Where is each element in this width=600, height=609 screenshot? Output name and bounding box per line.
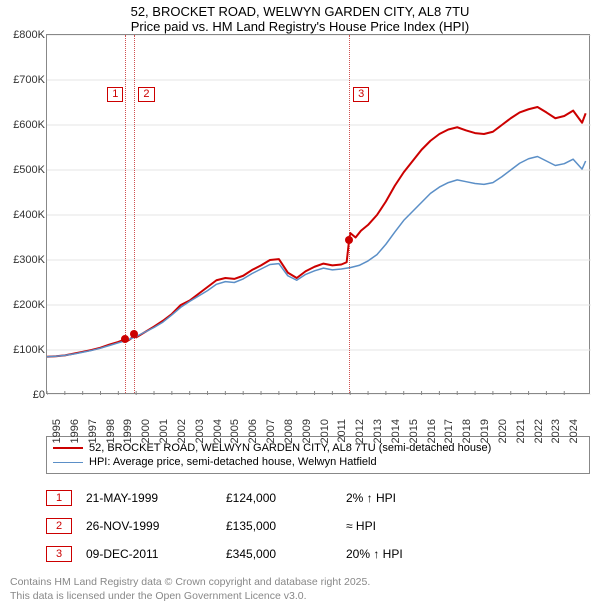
x-axis-label: 2000 [140, 419, 152, 443]
x-axis-label: 2013 [372, 419, 384, 443]
sale-price: £124,000 [226, 491, 346, 505]
x-axis-label: 2021 [515, 419, 527, 443]
sale-marker-dot [345, 236, 353, 244]
sale-number-badge: 3 [46, 546, 72, 562]
x-axis-label: 2016 [426, 419, 438, 443]
sale-row: 2 26-NOV-1999£135,000≈ HPI [46, 512, 590, 540]
sale-marker-line [349, 35, 350, 393]
x-axis-label: 2020 [497, 419, 509, 443]
x-axis-label: 2019 [479, 419, 491, 443]
chart-title-subtitle: Price paid vs. HM Land Registry's House … [0, 19, 600, 34]
x-axis-label: 2008 [283, 419, 295, 443]
y-axis-label: £300K [1, 254, 45, 266]
x-axis-label: 2001 [158, 419, 170, 443]
sale-date: 26-NOV-1999 [86, 519, 226, 533]
sale-price: £135,000 [226, 519, 346, 533]
x-axis-label: 1995 [51, 419, 63, 443]
sale-date: 09-DEC-2011 [86, 547, 226, 561]
y-axis-label: £0 [1, 389, 45, 401]
x-axis-label: 2003 [194, 419, 206, 443]
series-hpi [47, 157, 586, 357]
y-axis-label: £600K [1, 119, 45, 131]
x-axis-label: 2012 [354, 419, 366, 443]
sales-table: 1 21-MAY-1999£124,0002% ↑ HPI 2 26-NOV-1999… [46, 484, 590, 568]
x-axis-label: 1997 [87, 419, 99, 443]
x-axis-label: 2024 [568, 419, 580, 443]
footer-line1: Contains HM Land Registry data © Crown c… [10, 576, 590, 590]
sale-marker-box: 2 [138, 87, 154, 102]
x-axis-label: 2018 [461, 419, 473, 443]
y-axis-label: £700K [1, 74, 45, 86]
sale-delta: ≈ HPI [346, 519, 590, 533]
sale-marker-line [134, 35, 135, 393]
x-axis-label: 2005 [229, 419, 241, 443]
x-axis-label: 2006 [247, 419, 259, 443]
sale-row: 1 21-MAY-1999£124,0002% ↑ HPI [46, 484, 590, 512]
sale-number-badge: 2 [46, 518, 72, 534]
y-axis-label: £500K [1, 164, 45, 176]
x-axis-label: 2014 [390, 419, 402, 443]
x-axis-label: 2007 [265, 419, 277, 443]
x-axis-label: 2023 [550, 419, 562, 443]
legend-label: HPI: Average price, semi-detached house,… [89, 456, 377, 468]
x-axis-label: 2004 [212, 419, 224, 443]
x-axis-label: 2002 [176, 419, 188, 443]
y-axis-label: £800K [1, 29, 45, 41]
chart-titles: 52, BROCKET ROAD, WELWYN GARDEN CITY, AL… [0, 0, 600, 34]
x-axis-label: 2022 [533, 419, 545, 443]
sale-delta: 2% ↑ HPI [346, 491, 590, 505]
sale-marker-box: 1 [107, 87, 123, 102]
sale-number-badge: 1 [46, 490, 72, 506]
sale-delta: 20% ↑ HPI [346, 547, 590, 561]
series-price_paid [47, 107, 586, 357]
x-axis-label: 1998 [105, 419, 117, 443]
chart-container: 52, BROCKET ROAD, WELWYN GARDEN CITY, AL… [0, 0, 600, 603]
sale-row: 3 09-DEC-2011£345,00020% ↑ HPI [46, 540, 590, 568]
y-axis-label: £100K [1, 344, 45, 356]
x-axis-label: 2009 [301, 419, 313, 443]
x-axis-label: 2011 [336, 419, 348, 443]
x-axis-label: 1996 [69, 419, 81, 443]
sale-date: 21-MAY-1999 [86, 491, 226, 505]
sale-marker-dot [130, 330, 138, 338]
x-axis-label: 2010 [319, 419, 331, 443]
footer-line2: This data is licensed under the Open Gov… [10, 590, 590, 604]
legend-swatch [53, 447, 83, 449]
legend-label: 52, BROCKET ROAD, WELWYN GARDEN CITY, AL… [89, 442, 491, 454]
legend-row: HPI: Average price, semi-detached house,… [53, 455, 583, 469]
plot-area: £0£100K£200K£300K£400K£500K£600K£700K£80… [46, 34, 590, 394]
y-axis-label: £400K [1, 209, 45, 221]
x-axis-label: 1999 [122, 419, 134, 443]
sale-marker-dot [121, 335, 129, 343]
legend-swatch [53, 462, 83, 463]
sale-marker-box: 3 [353, 87, 369, 102]
sale-price: £345,000 [226, 547, 346, 561]
y-axis-label: £200K [1, 299, 45, 311]
chart-title-address: 52, BROCKET ROAD, WELWYN GARDEN CITY, AL… [0, 4, 600, 19]
x-axis-label: 2015 [408, 419, 420, 443]
x-axis-label: 2017 [443, 419, 455, 443]
